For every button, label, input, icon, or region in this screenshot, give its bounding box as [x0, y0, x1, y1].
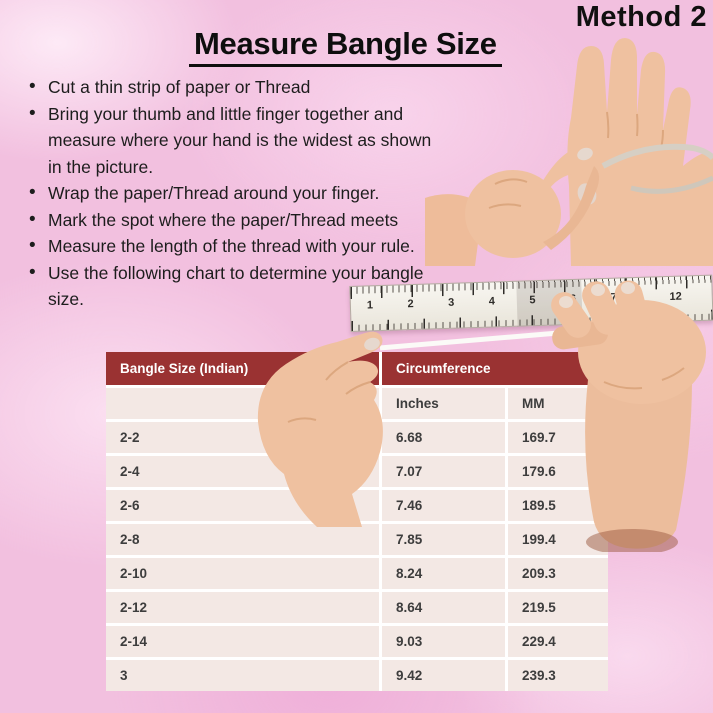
pinching-hand-left: [257, 331, 383, 527]
cell-inches: 8.24: [382, 558, 505, 589]
cell-size: 2-8: [106, 524, 379, 555]
finger: [582, 281, 622, 335]
thread-measuring-illustration: [257, 280, 706, 552]
finger-nail: [364, 337, 380, 351]
cell-inches: 9.42: [382, 660, 505, 691]
cell-mm: 229.4: [508, 626, 608, 657]
method-label: Method 2: [575, 1, 707, 33]
forearm: [585, 380, 692, 549]
arm-end-shadow: [586, 529, 678, 552]
instruction-item: Cut a thin strip of paper or Thread: [27, 74, 447, 101]
cell-size: 2-10: [106, 558, 379, 589]
cell-inches: 7.85: [382, 524, 505, 555]
thread-loop: [601, 143, 713, 169]
page-title: Measure Bangle Size: [189, 26, 502, 67]
cell-mm: 219.5: [508, 592, 608, 623]
finger-nail: [577, 147, 593, 161]
cell-inches: 6.68: [382, 422, 505, 453]
subheader-inches: Inches: [382, 388, 505, 419]
cell-size: 2-12: [106, 592, 379, 623]
finger-nail: [559, 296, 573, 308]
instruction-item: Mark the spot where the paper/Thread mee…: [27, 207, 447, 234]
finger: [614, 280, 650, 334]
cell-mm: 199.4: [508, 524, 608, 555]
finger-nail: [591, 284, 605, 296]
instruction-list: Cut a thin strip of paper or Thread Brin…: [27, 74, 447, 313]
cell-inches: 7.46: [382, 490, 505, 521]
cell-size: 3: [106, 660, 379, 691]
cell-mm: 239.3: [508, 660, 608, 691]
thumb: [543, 166, 600, 250]
instruction-item: Use the following chart to determine you…: [27, 260, 447, 313]
cell-size: 2-14: [106, 626, 379, 657]
thread-loop-lower: [630, 175, 713, 194]
finger-nail: [621, 282, 635, 294]
instruction-item: Wrap the paper/Thread around your finger…: [27, 180, 447, 207]
instruction-item: Measure the length of the thread with yo…: [27, 233, 447, 260]
cell-inches: 8.64: [382, 592, 505, 623]
instruction-item: Bring your thumb and little finger toget…: [27, 101, 447, 181]
gripping-hand-right: [551, 280, 706, 552]
cell-mm: 209.3: [508, 558, 608, 589]
cell-inches: 9.03: [382, 626, 505, 657]
cell-inches: 7.07: [382, 456, 505, 487]
bangle-size-table: Bangle Size (Indian) Circumference Inche…: [106, 352, 608, 691]
table-header-circumference: Circumference: [382, 352, 608, 385]
